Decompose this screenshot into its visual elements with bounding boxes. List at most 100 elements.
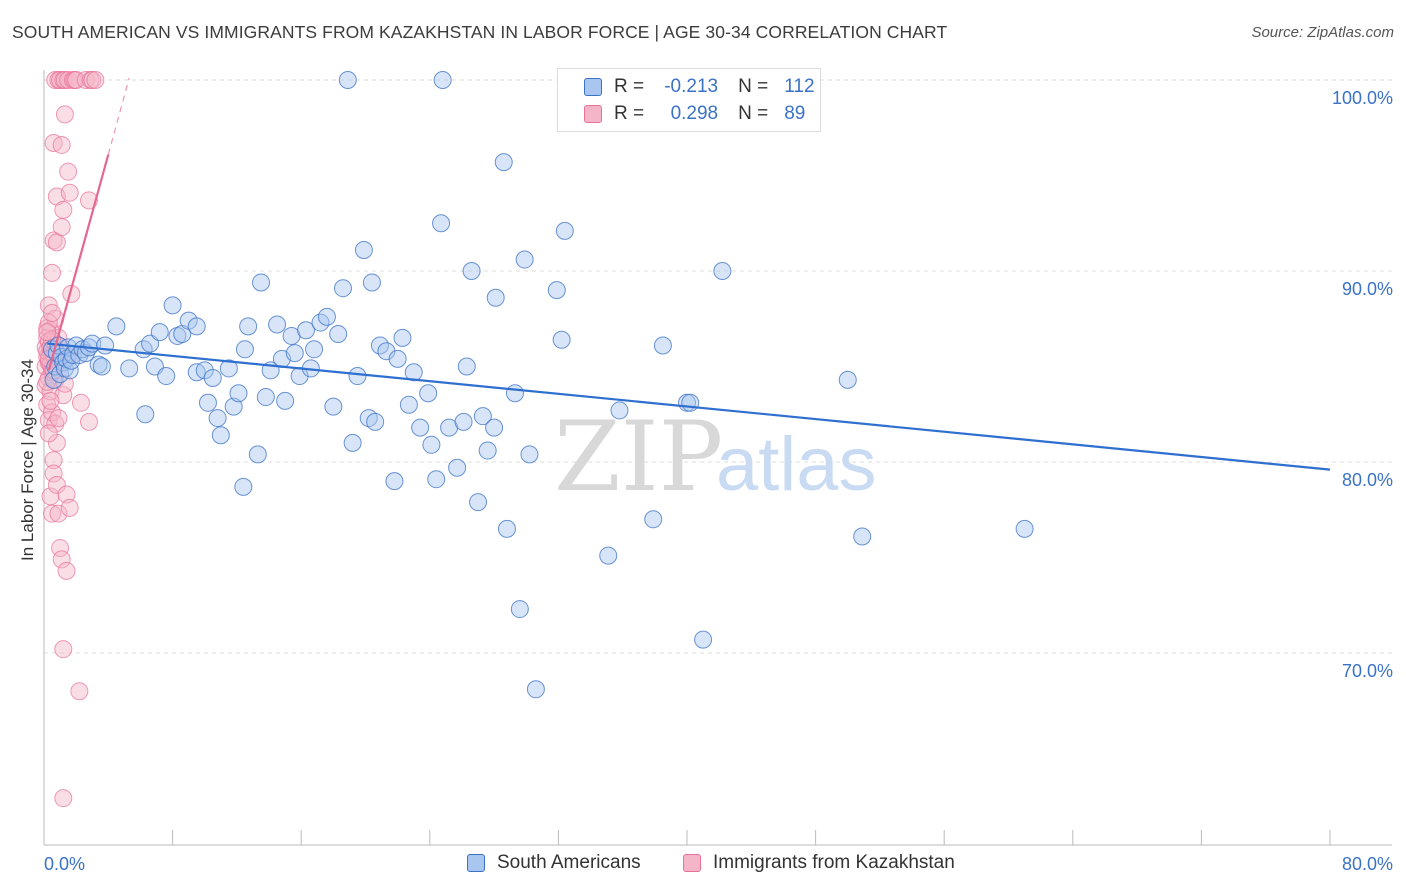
south-american-point [388, 349, 407, 368]
kazakhstan-point [54, 640, 73, 659]
tick-labels: 70.0% 80.0% 90.0% 100.0% 0.0% 80.0% [44, 88, 1393, 874]
south-american-point [520, 445, 539, 464]
south-american-point [422, 435, 441, 454]
gridlines [44, 79, 1392, 654]
kazakhstan-point [51, 538, 70, 557]
legend-n-label: N = [738, 76, 769, 97]
south-american-point [317, 307, 336, 326]
kazakhstan-point [76, 71, 95, 89]
south-american-point [324, 397, 343, 416]
south-american-point [838, 370, 857, 389]
south-american-point [120, 359, 139, 378]
kazakhstan-point [70, 682, 89, 701]
south-american-point [198, 393, 217, 412]
south-american-point [163, 296, 182, 315]
legend-n-value: 112 [784, 76, 815, 97]
kazakhstan-point [59, 162, 78, 181]
south-american-point [268, 315, 287, 334]
axes [43, 70, 1392, 846]
trend-lines [47, 77, 1331, 471]
legend-row-kazakhstan: R = 0.298 N = 89 [584, 102, 805, 126]
kazakhstan-point [52, 550, 71, 569]
south-american-point [411, 418, 430, 437]
legend-r-label: R = [614, 103, 645, 124]
legend-n-label: N = [738, 103, 769, 124]
legend-r-value: -0.213 [664, 76, 719, 97]
legend-r-label: R = [614, 76, 645, 97]
south-american-point [60, 361, 79, 380]
kazakhstan-trend-extension [107, 77, 130, 155]
south-american-point [362, 273, 381, 292]
kazakhstan-point [41, 391, 60, 410]
south-american-point [333, 279, 352, 298]
kazakhstan-point [43, 304, 62, 323]
chart-title: SOUTH AMERICAN VS IMMIGRANTS FROM KAZAKH… [12, 22, 948, 42]
south-american-point [469, 493, 488, 512]
south-american-trend-line [47, 342, 1331, 471]
kazakhstan-point [44, 464, 63, 483]
south-american-point [653, 336, 672, 355]
south-american-point [457, 357, 476, 376]
south-american-point [252, 273, 271, 292]
kazakhstan-point [44, 231, 63, 250]
south-american-point [713, 262, 732, 280]
south-american-point [219, 359, 238, 378]
south-american-point [366, 412, 385, 431]
x-tick-label: 0.0% [44, 854, 85, 874]
south-american-point [552, 330, 571, 349]
kazakhstan-point [39, 424, 58, 443]
legend-swatch-pink [584, 105, 602, 123]
legend-label-south-americans: South Americans [497, 852, 641, 873]
y-tick-label: 100.0% [1332, 88, 1393, 108]
kazakhstan-point [55, 105, 74, 124]
kazakhstan-point [60, 498, 79, 517]
watermark: ZIP atlas [554, 401, 877, 513]
kazakhstan-point [52, 218, 71, 237]
south-american-point [404, 363, 423, 382]
legend-swatch-blue [584, 78, 602, 96]
kazakhstan-point [57, 485, 76, 504]
y-tick-label: 80.0% [1342, 470, 1393, 490]
legend-swatch-blue [467, 854, 485, 872]
y-tick-label: 90.0% [1342, 279, 1393, 299]
south-american-point [297, 321, 316, 340]
kazakhstan-point [38, 323, 57, 342]
south-american-point [494, 153, 513, 172]
y-axis-label-wrap: In Labor Force | Age 30-34 [18, 258, 38, 561]
legend-item-kazakhstan[interactable]: Immigrants from Kazakhstan [683, 852, 955, 874]
kazakhstan-point [43, 263, 62, 282]
legend-row-south-americans: R = -0.213 N = 112 [584, 75, 815, 99]
kazakhstan-point [55, 374, 74, 393]
south-american-point [399, 395, 418, 414]
south-american-point [473, 407, 492, 426]
y-axis-label: In Labor Force | Age 30-34 [18, 359, 37, 561]
kazakhstan-point [54, 789, 73, 808]
south-american-point [497, 519, 516, 538]
series-legend: South Americans Immigrants from Kazakhst… [0, 852, 1406, 876]
south-american-point [385, 472, 404, 491]
south-american-point [644, 510, 663, 529]
south-american-point [136, 405, 155, 424]
south-american-point [354, 240, 373, 259]
south-american-point [462, 262, 481, 280]
kazakhstan-point [57, 561, 76, 580]
south-american-point [338, 71, 357, 89]
south-american-point [187, 317, 206, 336]
kazakhstan-point [49, 409, 68, 428]
kazakhstan-point [54, 200, 73, 219]
south-american-point [1015, 519, 1034, 538]
watermark-zip: ZIP [554, 401, 723, 513]
kazakhstan-point [86, 71, 105, 89]
legend-item-south-americans[interactable]: South Americans [467, 852, 641, 874]
correlation-legend: R = -0.213 N = 112 R = 0.298 N = 89 [557, 68, 821, 132]
south-american-point [526, 680, 545, 699]
south-american-point [599, 546, 618, 565]
south-american-point [141, 334, 160, 353]
y-tick-label: 70.0% [1342, 661, 1393, 681]
south-american-point [485, 418, 504, 437]
kazakhstan-point [60, 183, 79, 202]
legend-swatch-pink [683, 854, 701, 872]
south-american-point [157, 367, 176, 386]
kazakhstan-point [47, 475, 66, 494]
